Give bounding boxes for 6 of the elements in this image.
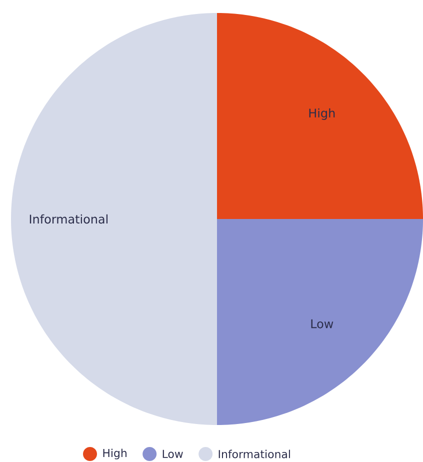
slice-label: High bbox=[309, 108, 335, 120]
legend-label: Informational bbox=[218, 450, 290, 458]
slice-label: Low bbox=[311, 319, 334, 328]
legend-label: High bbox=[103, 448, 126, 460]
legend-label: Low bbox=[162, 450, 183, 458]
slice-label: Informational bbox=[30, 214, 108, 224]
